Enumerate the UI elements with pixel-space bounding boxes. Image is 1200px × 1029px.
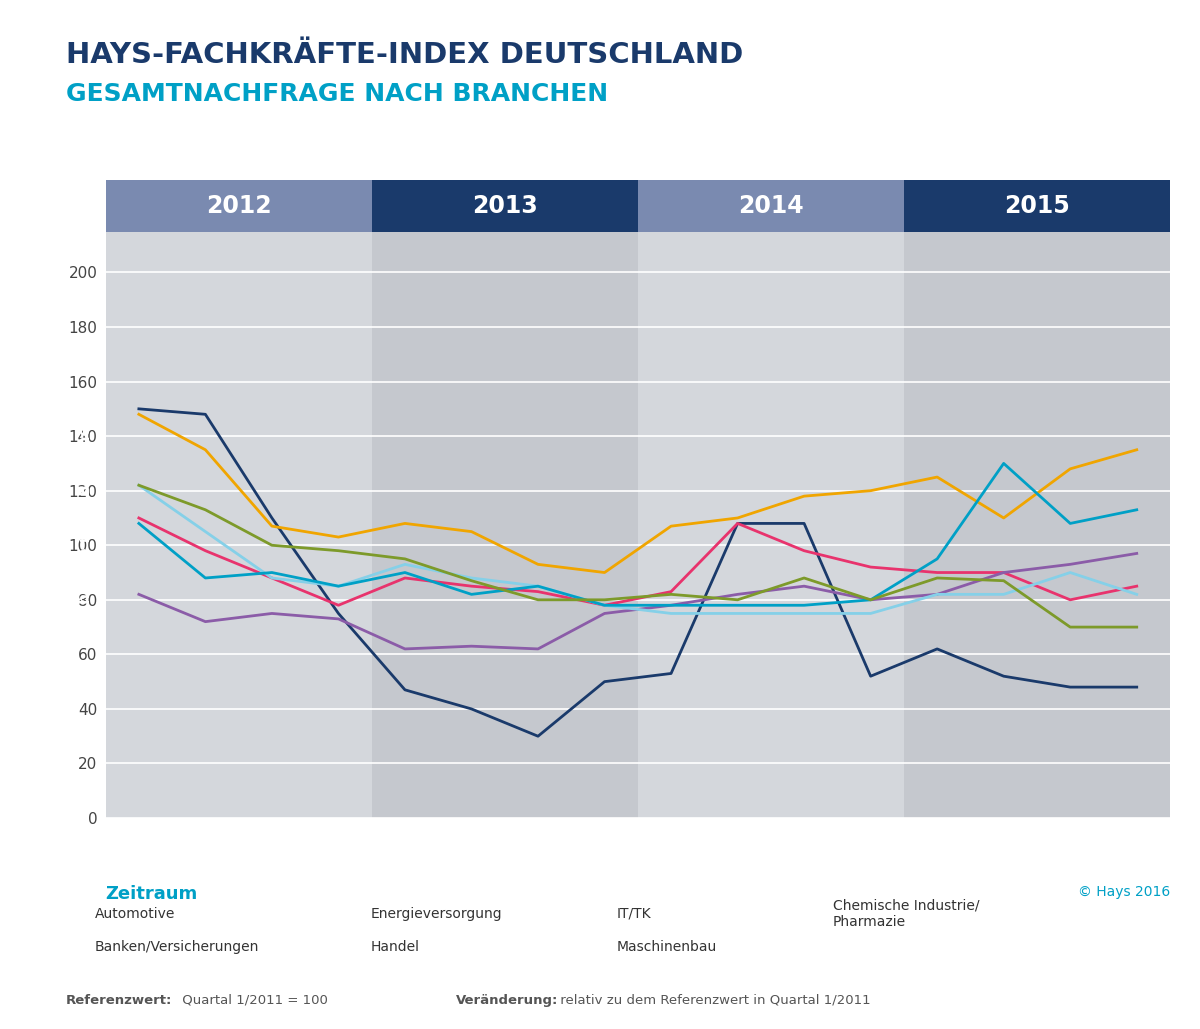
Bar	[106, 232, 372, 818]
Text: Q1: Q1	[394, 843, 415, 857]
Text: Maschinenbau: Maschinenbau	[617, 939, 718, 954]
Text: Veränderung:: Veränderung:	[456, 994, 558, 1006]
Text: Zeitraum: Zeitraum	[106, 885, 198, 902]
Text: © Hays 2016: © Hays 2016	[1078, 885, 1170, 899]
Text: Q1: Q1	[128, 843, 150, 857]
Text: Q3: Q3	[793, 843, 815, 857]
Text: Q2: Q2	[194, 843, 216, 857]
Text: Nachfrage nach Branchen: Nachfrage nach Branchen	[78, 414, 94, 636]
Text: Quartal 1/2011 = 100: Quartal 1/2011 = 100	[178, 994, 328, 1006]
Text: relativ zu dem Referenzwert in Quartal 1/2011: relativ zu dem Referenzwert in Quartal 1…	[556, 994, 870, 1006]
Text: Automotive: Automotive	[95, 907, 175, 921]
Text: 2015: 2015	[1004, 193, 1070, 218]
Text: Q4: Q4	[860, 843, 882, 857]
Bar	[904, 180, 1170, 232]
Bar	[904, 232, 1170, 818]
Text: 2013: 2013	[472, 193, 538, 218]
Text: Q3: Q3	[527, 843, 548, 857]
Text: Q4: Q4	[594, 843, 616, 857]
Text: Q2: Q2	[461, 843, 482, 857]
Text: Q3: Q3	[1060, 843, 1081, 857]
Text: HAYS-FACHKRÄFTE-INDEX DEUTSCHLAND: HAYS-FACHKRÄFTE-INDEX DEUTSCHLAND	[66, 41, 743, 69]
Bar	[106, 180, 372, 232]
Text: Q2: Q2	[992, 843, 1014, 857]
Text: 2012: 2012	[206, 193, 271, 218]
Bar	[372, 232, 638, 818]
Text: Q3: Q3	[262, 843, 283, 857]
Text: Handel: Handel	[371, 939, 420, 954]
Text: Q1: Q1	[660, 843, 682, 857]
Bar	[638, 180, 904, 232]
Text: Q4: Q4	[328, 843, 349, 857]
Text: Q2: Q2	[727, 843, 749, 857]
Bar	[372, 180, 638, 232]
Text: Chemische Industrie/
Pharmazie: Chemische Industrie/ Pharmazie	[833, 898, 979, 929]
Text: Banken/Versicherungen: Banken/Versicherungen	[95, 939, 259, 954]
Text: Referenzwert:: Referenzwert:	[66, 994, 173, 1006]
Text: Energieversorgung: Energieversorgung	[371, 907, 503, 921]
Text: Q1: Q1	[926, 843, 948, 857]
Bar	[638, 232, 904, 818]
Text: GESAMTNACHFRAGE NACH BRANCHEN: GESAMTNACHFRAGE NACH BRANCHEN	[66, 82, 608, 106]
Text: 2014: 2014	[738, 193, 804, 218]
Text: IT/TK: IT/TK	[617, 907, 652, 921]
Text: Q4: Q4	[1126, 843, 1147, 857]
